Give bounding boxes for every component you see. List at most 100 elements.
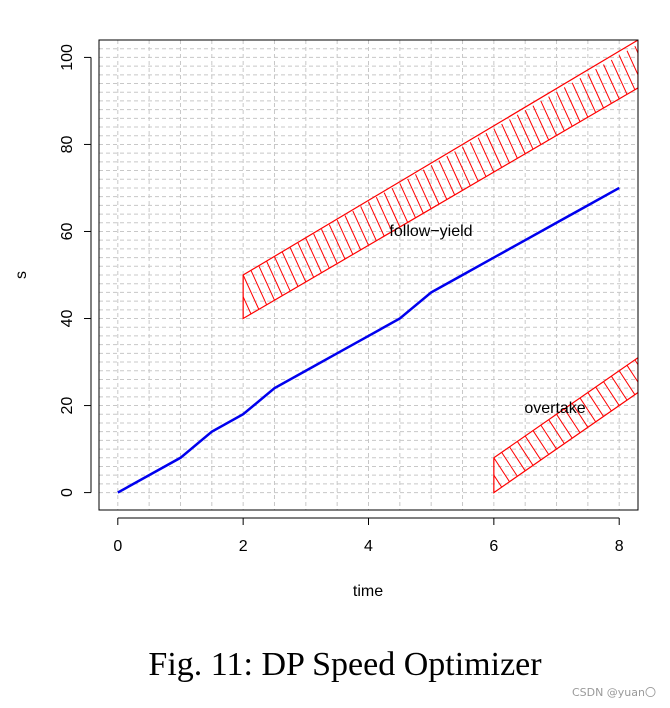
follow-yield-hatch-line — [626, 50, 638, 76]
follow-yield-hatch-line — [548, 96, 565, 132]
overtake-label: overtake — [524, 400, 585, 417]
overtake-hatch-line — [579, 397, 597, 423]
overtake-hatch-line — [603, 381, 620, 406]
follow-yield-hatch-line — [313, 233, 330, 269]
follow-yield-hatch-line — [352, 210, 369, 246]
x-tick-label: 6 — [489, 538, 498, 555]
follow-yield-hatch-line — [501, 123, 518, 159]
follow-yield-hatch-line — [516, 114, 534, 150]
y-tick-label: 0 — [59, 488, 76, 497]
overtake-hatch-line — [532, 430, 550, 455]
y-tick-label: 40 — [59, 310, 76, 328]
overtake-hatch-line — [509, 446, 526, 472]
follow-yield-hatch-line — [610, 59, 628, 95]
follow-yield-hatch-line — [579, 78, 597, 113]
follow-yield-hatch-line — [242, 296, 252, 315]
overtake-hatch-line — [626, 365, 638, 383]
overtake-hatch-line — [493, 474, 503, 488]
x-tick-label: 0 — [113, 538, 122, 555]
follow-yield-hatch-line — [563, 87, 581, 122]
follow-yield-hatch-line — [603, 64, 620, 100]
speed-profile-line — [117, 186, 620, 494]
x-tick-label: 8 — [615, 538, 624, 555]
follow-yield-hatch-line — [469, 142, 487, 177]
plot-frame — [98, 39, 639, 511]
y-tick-label: 100 — [59, 44, 76, 71]
follow-yield-hatch-line — [454, 151, 471, 187]
figure-caption: Fig. 11: DP Speed Optimizer — [148, 646, 542, 683]
follow-yield-hatch-line — [383, 192, 401, 228]
follow-yield-hatch-line — [415, 174, 432, 209]
overtake-hatch-line — [524, 435, 542, 461]
overtake-hatch-line — [516, 441, 534, 466]
overtake-hatch-line — [587, 392, 604, 417]
follow-yield-hatch-line — [258, 265, 275, 301]
overtake-hatch-line — [610, 375, 628, 401]
grid — [99, 39, 638, 510]
follow-yield-hatch-line — [407, 178, 424, 214]
overtake-hatch-line — [540, 424, 557, 450]
obstacle-regions — [242, 40, 638, 494]
follow-yield-hatch-line — [634, 45, 638, 54]
follow-yield-hatch-line — [391, 187, 409, 223]
follow-yield-hatch-line — [446, 155, 463, 191]
overtake-hatch-line — [501, 452, 518, 477]
follow-yield-hatch-line — [524, 110, 542, 145]
follow-yield-hatch-line — [422, 169, 440, 205]
follow-yield-hatch-line — [305, 238, 322, 273]
follow-yield-hatch-line — [375, 196, 393, 232]
follow-yield-hatch-line — [571, 82, 589, 118]
follow-yield-hatch-line — [289, 247, 307, 283]
overtake-hatch-line — [571, 403, 589, 428]
follow-yield-hatch-line — [266, 261, 283, 296]
x-axis-title: time — [353, 583, 383, 600]
overtake-hatch-line — [548, 419, 565, 444]
overtake-region — [493, 356, 638, 494]
follow-yield-hatch-line — [438, 160, 456, 196]
follow-yield-hatch-line — [595, 68, 612, 104]
x-tick-label: 2 — [239, 538, 248, 555]
y-tick-label: 60 — [59, 222, 76, 240]
y-tick-label: 20 — [59, 397, 76, 415]
follow-yield-region — [242, 40, 638, 320]
speed-optimizer-chart: 0 2 4 6 8 0 20 40 60 80 100 time s follow−yield o… — [13, 39, 639, 600]
follow-yield-hatch-line — [462, 146, 479, 182]
follow-yield-hatch-line — [509, 119, 526, 154]
follow-yield-hatch-line — [297, 242, 315, 278]
follow-yield-hatch-line — [618, 55, 636, 90]
follow-yield-hatch-line — [477, 137, 495, 173]
overtake-hatch-line — [563, 408, 581, 434]
overtake-hatch-line — [493, 457, 510, 482]
follow-yield-hatch-line — [532, 105, 550, 141]
overtake-hatch-line — [595, 386, 612, 412]
follow-yield-hatch-line — [250, 270, 268, 305]
follow-yield-hatch-line — [485, 132, 503, 168]
follow-yield-hatch-line — [274, 256, 291, 292]
follow-yield-hatch-line — [493, 128, 510, 164]
follow-yield-hatch-line — [360, 206, 377, 241]
overtake-hatch-line — [634, 359, 638, 365]
follow-yield-region-outline — [242, 40, 638, 320]
follow-yield-hatch-line — [430, 164, 448, 200]
follow-yield-hatch-line — [242, 274, 260, 310]
follow-yield-hatch-line — [556, 91, 573, 127]
y-axis-title: s — [13, 271, 30, 279]
y-axis: 0 20 40 60 80 100 — [59, 44, 92, 497]
x-tick-label: 4 — [364, 538, 373, 555]
overtake-hatch-line — [618, 370, 636, 395]
follow-yield-label: follow−yield — [389, 223, 472, 240]
follow-yield-hatch-line — [336, 219, 354, 255]
follow-yield-hatch-line — [399, 183, 416, 219]
overtake-hatch-line — [556, 413, 573, 439]
follow-yield-hatch-line — [587, 73, 604, 109]
x-axis: 0 2 4 6 8 — [113, 517, 624, 555]
follow-yield-hatch-line — [281, 251, 299, 287]
watermark: CSDN @yuan〇 — [571, 686, 656, 699]
overtake-region-outline — [493, 356, 638, 494]
follow-yield-hatch-line — [328, 224, 346, 260]
follow-yield-hatch-line — [540, 100, 557, 136]
follow-yield-hatch-line — [344, 215, 362, 251]
follow-yield-hatch-line — [321, 229, 338, 264]
y-tick-label: 80 — [59, 135, 76, 153]
follow-yield-hatch-line — [368, 201, 385, 237]
